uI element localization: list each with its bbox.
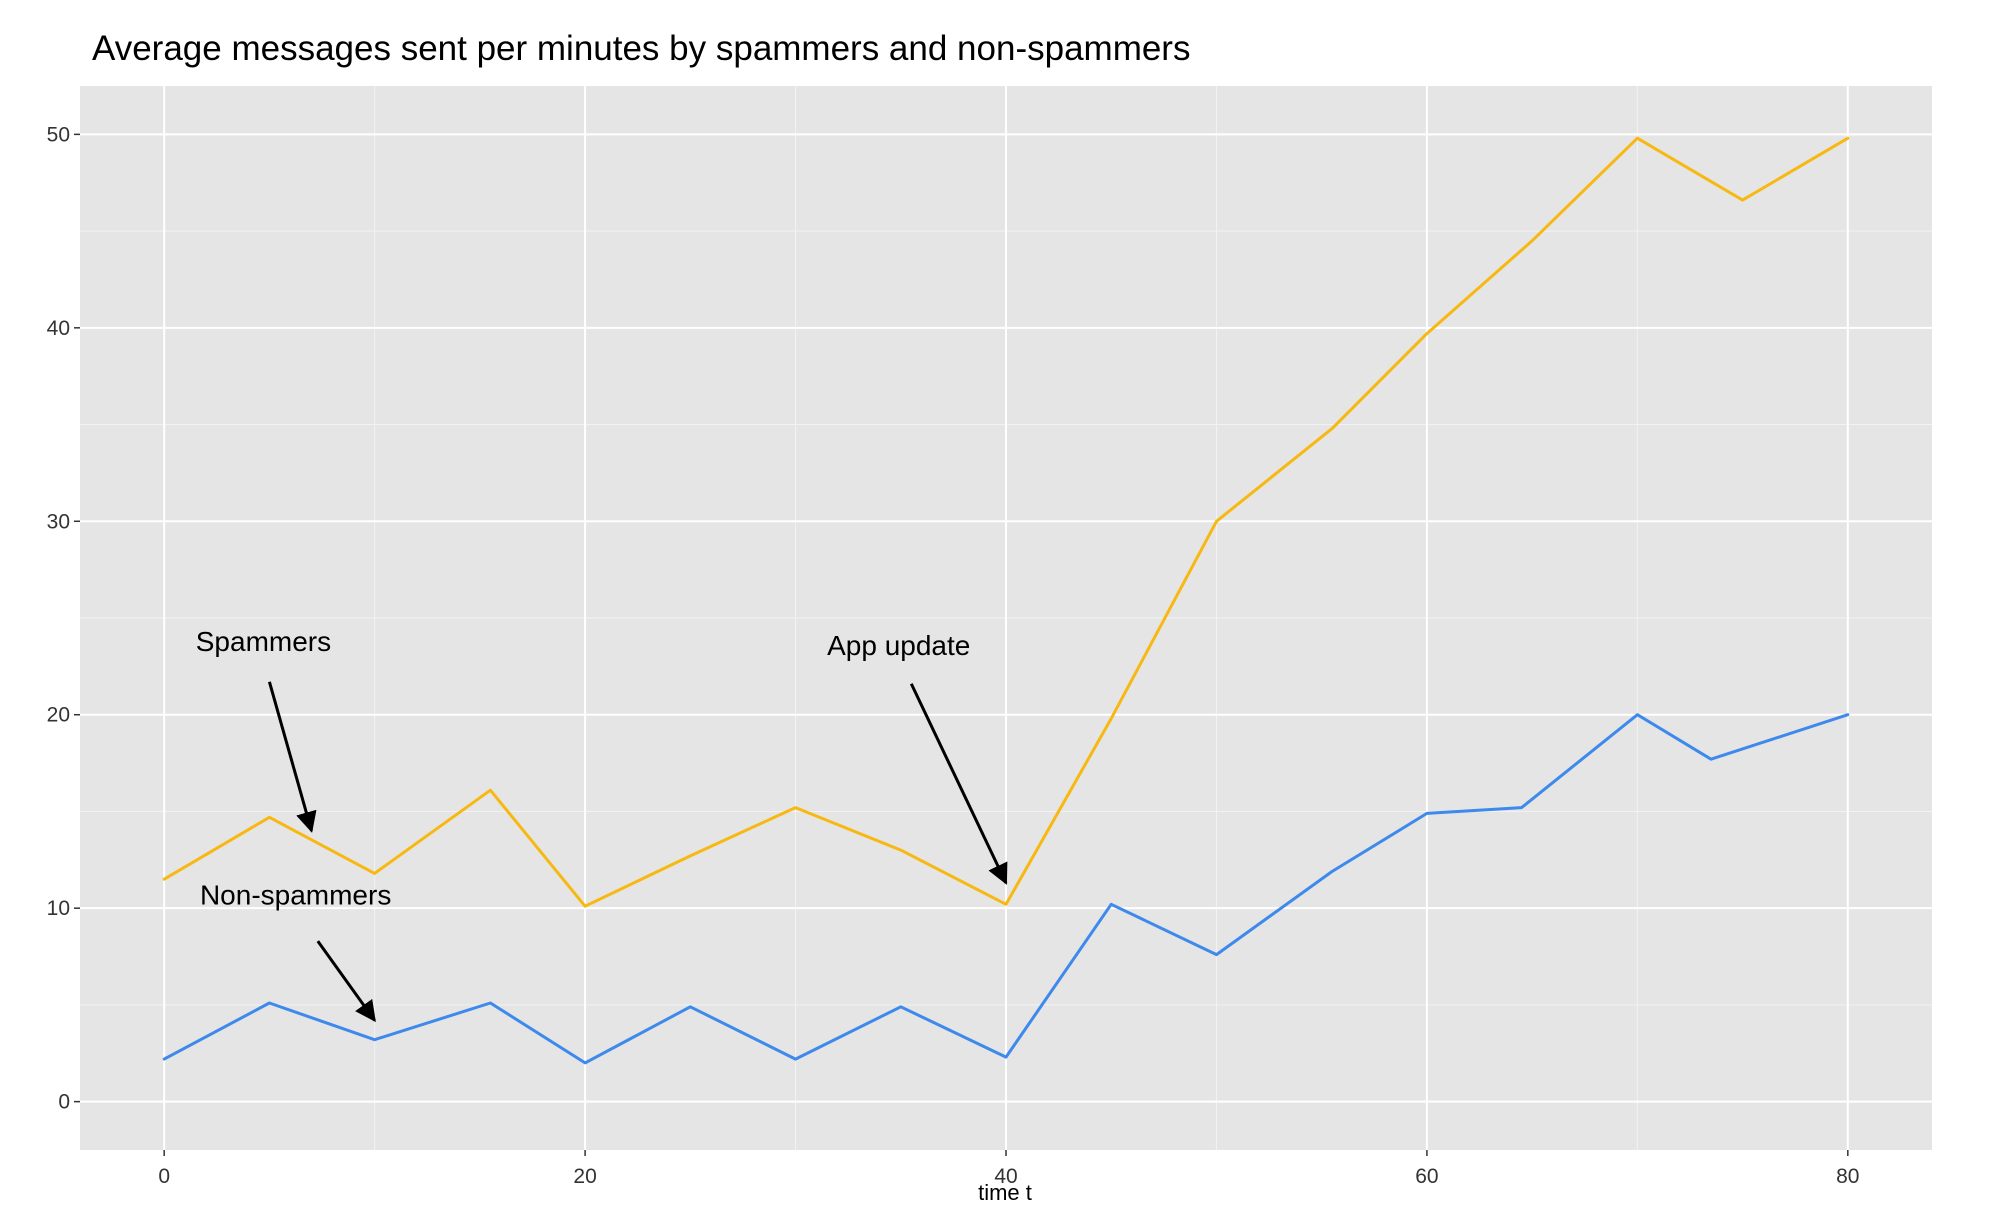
x-tick-label: 60 [1415, 1165, 1438, 1188]
plot-area: 0 20 40 60 80 0 10 20 30 40 50 Spammers App update No… [47, 86, 1932, 1188]
x-tick-label: 0 [158, 1165, 170, 1188]
x-tick-label: 80 [1836, 1165, 1859, 1188]
series-line-2 [162, 713, 1850, 1065]
chart-title: Average messages sent per minutes by spa… [92, 29, 1190, 68]
annotation-arrow [909, 683, 1008, 885]
series-line-1 [162, 136, 1850, 908]
annotation-label: App update [827, 630, 970, 661]
y-tick-label: 20 [47, 704, 70, 727]
y-tick-label: 10 [47, 897, 70, 920]
annotation-label: Spammers [196, 626, 331, 657]
y-tick-label: 0 [58, 1091, 70, 1114]
x-axis-title: time t [978, 1180, 1032, 1205]
x-tick-label: 20 [573, 1165, 596, 1188]
annotation-label: Non-spammers [200, 879, 391, 910]
x-tick-label: 40 [994, 1165, 1017, 1188]
y-tick-label: 40 [47, 317, 70, 340]
annotation-arrow [267, 681, 317, 833]
annotation-arrow [316, 940, 376, 1023]
y-tick-label: 30 [47, 510, 70, 533]
y-tick-label: 50 [47, 123, 70, 146]
